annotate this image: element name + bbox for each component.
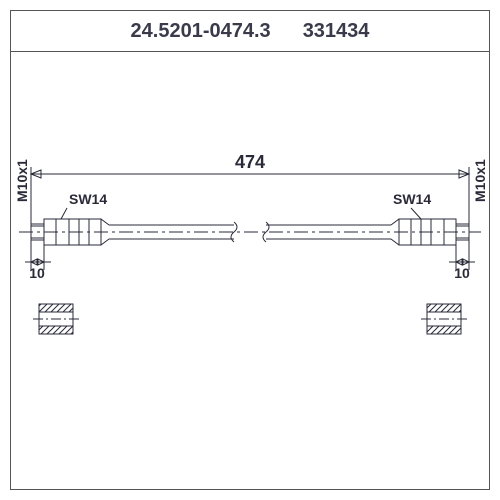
drawing-header: 24.5201-0474.3 331434 bbox=[11, 11, 489, 52]
end-dim-right: 10 bbox=[454, 265, 470, 281]
wrench-left-label: SW14 bbox=[69, 191, 107, 207]
technical-drawing: 474 SW14 SW14 M10x1 M10x1 10 10 bbox=[11, 52, 489, 490]
part-code: 331434 bbox=[303, 20, 370, 43]
wrench-right-label: SW14 bbox=[393, 191, 431, 207]
overall-length-label: 474 bbox=[235, 152, 265, 172]
thread-right-label: M10x1 bbox=[472, 159, 488, 202]
end-dim-left: 10 bbox=[29, 265, 45, 281]
section-nut-right bbox=[421, 304, 467, 334]
thread-left-label: M10x1 bbox=[14, 159, 30, 202]
section-nut-left bbox=[33, 304, 79, 334]
part-number: 24.5201-0474.3 bbox=[131, 20, 271, 43]
